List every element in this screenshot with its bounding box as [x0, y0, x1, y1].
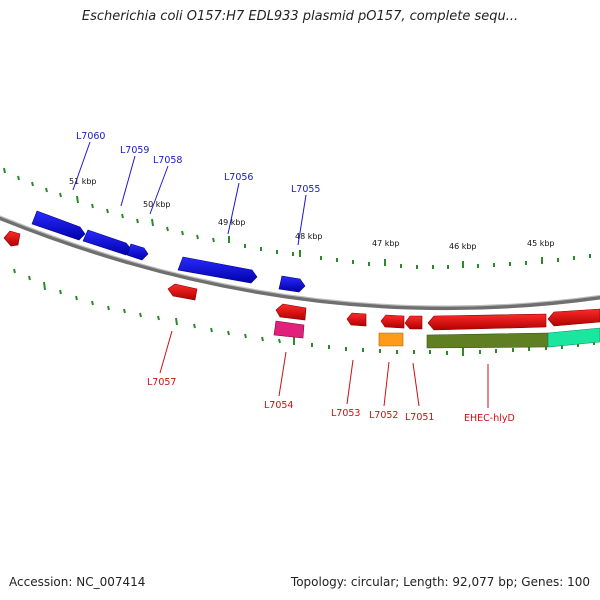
kbp-label: 49 kbp [218, 218, 246, 227]
forward-genes [31, 210, 306, 293]
gene-arrow-l7051[interactable] [404, 315, 423, 330]
inner-tick-ring [13, 268, 595, 356]
gene-arrow-l7060[interactable] [31, 210, 86, 241]
gene-arrow-l7054[interactable] [275, 303, 307, 321]
outer-tick-ring [3, 167, 591, 269]
gene-arrow-l7054-pink[interactable] [273, 320, 305, 339]
gene-arrow-l7053[interactable] [346, 312, 367, 327]
gene-label-l7059: L7059 [120, 145, 149, 156]
gene-label-l7057: L7057 [147, 377, 176, 388]
kbp-label: 50 kbp [143, 200, 171, 209]
gene-block-teal[interactable] [547, 327, 600, 348]
kbp-label: 48 kbp [295, 232, 323, 241]
gene-arrow-l7052[interactable] [380, 314, 405, 329]
gene-arrow-right[interactable] [547, 308, 600, 327]
gene-arrow-l7057[interactable] [167, 283, 198, 301]
gene-block-orange[interactable] [378, 332, 404, 347]
gene-label-l7054: L7054 [264, 400, 293, 411]
gene-label-l7051: L7051 [405, 412, 434, 423]
plasmid-backbone [0, 215, 600, 311]
gene-block-ehec-hlyd[interactable] [426, 332, 549, 349]
map-title: Escherichia coli O157:H7 EDL933 plasmid … [81, 9, 519, 24]
kbp-label: 51 kbp [69, 177, 97, 186]
gene-arrow-ehec-hlyc[interactable] [427, 313, 547, 331]
gene-label-l7056: L7056 [224, 172, 253, 183]
gene-label-l7053: L7053 [331, 408, 360, 419]
summary-text: Topology: circular; Length: 92,077 bp; G… [290, 575, 590, 589]
accession-text: Accession: NC_007414 [9, 575, 146, 589]
gene-arrow-l7055[interactable] [278, 275, 306, 293]
top-leader-lines [72, 141, 307, 246]
gene-label-l7055: L7055 [291, 184, 320, 195]
gene-label-l7060: L7060 [76, 131, 105, 142]
gene-arrow-l7058[interactable] [126, 243, 149, 261]
gene-label-l7052: L7052 [369, 410, 398, 421]
kbp-label: 46 kbp [449, 242, 477, 251]
gene-label-l7058: L7058 [153, 155, 182, 166]
gene-label-ehec-hlyd: EHEC-hlyD [464, 413, 515, 424]
bottom-leader-lines [159, 330, 489, 408]
gene-arrow-small[interactable] [3, 230, 21, 247]
reverse-genes [3, 230, 600, 349]
kbp-label: 45 kbp [527, 239, 555, 248]
gene-arrow-l7056[interactable] [177, 256, 258, 284]
kbp-label: 47 kbp [372, 239, 400, 248]
